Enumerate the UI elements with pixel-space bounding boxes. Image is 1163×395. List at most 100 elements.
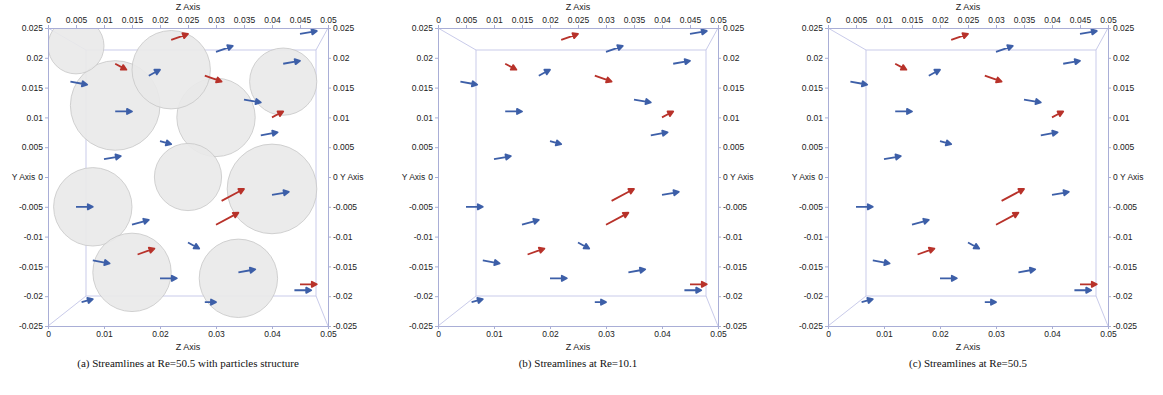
tick-label: 0.04 — [1044, 329, 1061, 339]
arrow — [82, 298, 93, 303]
tick-mark — [328, 58, 331, 59]
tick-label: 0.01 — [486, 329, 503, 339]
arrow — [294, 288, 311, 293]
particle — [48, 28, 104, 74]
tick-mark — [825, 207, 828, 208]
tick-mark — [996, 25, 997, 28]
tick: -0.005 — [19, 202, 48, 212]
tick-mark — [1108, 147, 1111, 148]
tick-label: 0.03 — [208, 329, 225, 339]
tick: 0.02 — [328, 53, 350, 63]
arrow — [884, 154, 901, 159]
tick-mark — [825, 177, 828, 178]
tick-mark — [45, 117, 48, 118]
tick-label: -0.01 — [333, 232, 353, 242]
tick-mark — [1108, 296, 1111, 297]
tick-label: -0.025 — [1113, 321, 1137, 331]
tick: -0.015 — [328, 262, 357, 272]
axis-line — [829, 326, 1109, 327]
tick: 0 — [436, 326, 441, 339]
tick-mark — [578, 25, 579, 28]
arrow — [1063, 59, 1080, 64]
tick-label: -0.005 — [723, 202, 747, 212]
axis: 00.010.020.030.040.05 — [826, 326, 1117, 339]
arrow — [578, 243, 589, 249]
plot-area — [48, 28, 317, 318]
tick-label: -0.005 — [799, 202, 823, 212]
bounding-box — [48, 28, 328, 326]
tick-label: 0.03 — [208, 15, 225, 25]
tick: -0.015 — [718, 262, 747, 272]
tick-mark — [912, 25, 913, 28]
tick-mark — [968, 25, 969, 28]
tick-mark — [435, 58, 438, 59]
tick: -0.025 — [328, 321, 357, 331]
tick: 0.02 — [542, 15, 559, 28]
tick-label: 0.005 — [723, 142, 745, 152]
arrow — [300, 282, 317, 287]
box-edge — [828, 296, 866, 326]
tick: 0.005 — [718, 142, 745, 152]
arrow — [539, 70, 550, 76]
axis: 00.010.020.030.040.05 — [46, 326, 337, 339]
tick-mark — [435, 147, 438, 148]
tick: 0.005 — [456, 15, 478, 28]
tick-label: -0.025 — [19, 321, 43, 331]
tick: 0.005 — [846, 15, 868, 28]
axis-line — [439, 326, 719, 327]
tick-label: 0.005 — [66, 15, 88, 25]
tick-label: -0.015 — [19, 262, 43, 272]
bounding-box — [828, 28, 1108, 326]
tick-mark — [1108, 237, 1111, 238]
tick-mark — [825, 266, 828, 267]
arrow — [662, 111, 673, 117]
tick-label: 0.005 — [22, 142, 44, 152]
arrow — [873, 260, 890, 265]
tick: 0.005 — [1108, 142, 1135, 152]
tick-label: 0.025 — [802, 23, 824, 33]
axis-title: Z Axis — [176, 342, 201, 352]
panel-caption: (b) Streamlines at Re=10.1 — [519, 357, 638, 370]
arrow — [895, 64, 906, 70]
tick-label: 0.025 — [958, 15, 980, 25]
tick-label: 0.03 — [598, 15, 615, 25]
tick-label: 0 — [1113, 172, 1118, 182]
arrow — [115, 109, 132, 114]
tick-mark — [435, 296, 438, 297]
tick-mark — [718, 326, 721, 327]
box-edge — [438, 28, 476, 50]
tick-label: 0.045 — [680, 15, 702, 25]
tick-label: 0 — [38, 172, 43, 182]
tick-label: 0.01 — [333, 113, 350, 123]
tick: -0.015 — [1108, 262, 1137, 272]
arrow — [1018, 268, 1035, 273]
tick: -0.005 — [328, 202, 357, 212]
arrow — [505, 109, 522, 114]
tick-mark — [160, 25, 161, 28]
tick: 0.015 — [902, 15, 924, 28]
axis: 00.010.020.030.040.05 — [436, 326, 727, 339]
tick-mark — [494, 25, 495, 28]
tick-mark — [435, 177, 438, 178]
tick-label: 0.015 — [22, 83, 44, 93]
tick: 0.025 — [958, 15, 980, 28]
tick: 0.045 — [290, 15, 312, 28]
tick-label: 0.025 — [1113, 23, 1135, 33]
tick-label: 0.015 — [122, 15, 144, 25]
tick: 0.04 — [1044, 15, 1061, 28]
arrow — [951, 33, 968, 40]
tick: 0.04 — [654, 15, 671, 28]
arrow — [460, 81, 477, 86]
tick-label: 0.02 — [26, 53, 43, 63]
tick-label: 0 — [826, 329, 831, 339]
tick: 0.01 — [328, 113, 350, 123]
tick: 0.015 — [802, 83, 828, 93]
tick-label: 0.04 — [264, 15, 281, 25]
axis-title: Z Axis — [956, 342, 981, 352]
tick-mark — [825, 147, 828, 148]
arrow — [205, 300, 216, 305]
tick: -0.015 — [409, 262, 438, 272]
tick: 0.045 — [1070, 15, 1092, 28]
tick-mark — [1080, 25, 1081, 28]
tick-label: 0 — [46, 329, 51, 339]
